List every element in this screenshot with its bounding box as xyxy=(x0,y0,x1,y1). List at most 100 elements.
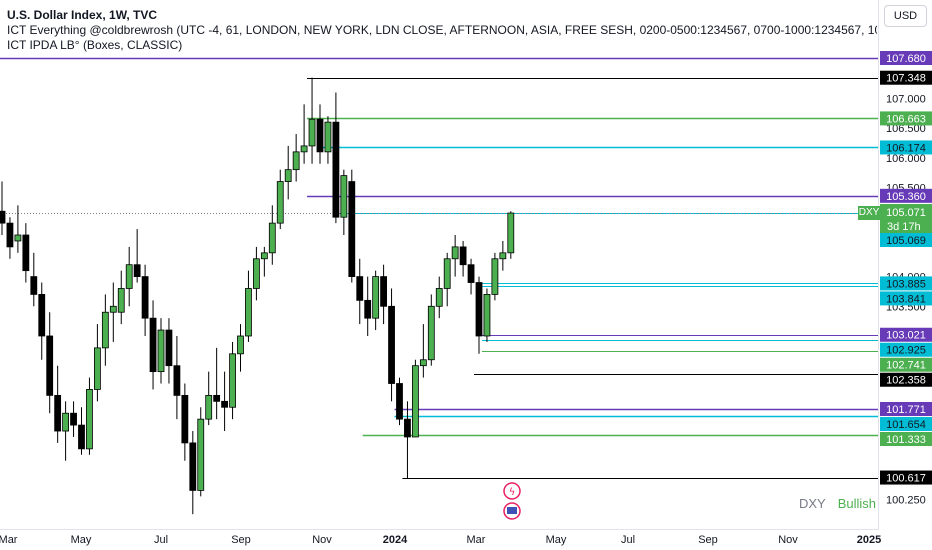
candle xyxy=(109,282,117,342)
candle xyxy=(117,270,125,325)
candle-body xyxy=(483,294,491,337)
indicator-ipda-lb[interactable]: ICT IPDA LB° (Boxes, CLASSIC) xyxy=(7,38,183,52)
candle-body xyxy=(133,264,141,277)
currency-unit-button[interactable]: USD xyxy=(884,5,927,27)
candle-body xyxy=(189,442,197,491)
candle xyxy=(205,371,213,426)
candle-body xyxy=(340,175,348,218)
flash-icon[interactable] xyxy=(503,482,521,500)
time-tick-label: Jul xyxy=(621,534,635,546)
candle xyxy=(348,169,356,283)
legend-symbol: DXY xyxy=(799,496,826,511)
price-tick-label: 106.000 xyxy=(886,153,926,165)
level-price-label: 107.680 xyxy=(886,53,926,65)
candle-body xyxy=(165,329,173,367)
level-price-label: 103.841 xyxy=(886,293,926,305)
candle xyxy=(467,258,475,295)
candle-body xyxy=(86,389,93,450)
level-price-label: 106.663 xyxy=(886,113,926,125)
symbol-tag: DXY xyxy=(858,206,880,220)
candle-body xyxy=(181,394,189,444)
candle-body xyxy=(205,394,213,420)
candle xyxy=(189,431,197,515)
level-price-box xyxy=(880,188,932,203)
candle-body xyxy=(38,294,46,337)
candle xyxy=(308,77,316,164)
level-price-box xyxy=(880,401,932,416)
candle xyxy=(292,134,300,182)
candle xyxy=(46,312,54,414)
level-price-box xyxy=(880,431,932,446)
candle xyxy=(173,335,181,420)
candle xyxy=(427,294,435,366)
time-tick-label: Sep xyxy=(231,534,251,546)
candle xyxy=(435,276,443,319)
candle xyxy=(78,407,85,455)
candle xyxy=(507,211,515,259)
candle-body xyxy=(372,276,380,319)
candle-body xyxy=(467,264,475,283)
time-tick-label: Mar xyxy=(467,534,486,546)
candle xyxy=(356,258,364,325)
candle xyxy=(101,294,109,366)
time-tick-label: 2025 xyxy=(857,534,881,546)
level-price-label: 100.617 xyxy=(886,473,926,485)
level-price-label: 103.021 xyxy=(886,330,926,342)
candle-body xyxy=(356,276,364,301)
level-lines xyxy=(0,57,878,479)
candle-body xyxy=(46,335,54,396)
candle-body xyxy=(396,383,403,420)
candle-body xyxy=(109,305,117,313)
level-price-box xyxy=(880,416,932,431)
candle-body xyxy=(94,347,101,390)
level-price-label: 102.925 xyxy=(886,345,926,357)
candle-body xyxy=(213,394,221,402)
candle xyxy=(380,264,388,325)
candle xyxy=(443,252,451,307)
level-price-label: 103.885 xyxy=(886,278,926,290)
candle xyxy=(483,288,491,342)
candle-body xyxy=(245,288,252,337)
candle xyxy=(213,347,221,420)
level-price-label: 101.771 xyxy=(886,404,926,416)
candle xyxy=(340,169,348,236)
price-tick-label: 107.000 xyxy=(886,93,926,105)
candle xyxy=(276,169,284,230)
candle xyxy=(324,116,332,164)
news-icons[interactable]: ϟ xyxy=(503,482,521,520)
candle-body xyxy=(443,258,451,289)
level-price-label: 101.333 xyxy=(886,434,926,446)
candle-body xyxy=(157,329,165,373)
candles xyxy=(0,77,515,515)
candle-body xyxy=(54,394,62,432)
candle-body xyxy=(459,246,467,266)
candle-body xyxy=(475,282,483,337)
price-tick-label: 100.250 xyxy=(886,494,926,506)
candle-body xyxy=(70,412,77,426)
candle xyxy=(157,318,165,384)
candle-body xyxy=(101,311,109,349)
indicator-ict-everything[interactable]: ICT Everything @coldbrewrosh (UTC -4, 61… xyxy=(7,23,877,37)
candle xyxy=(94,324,101,402)
candle xyxy=(221,371,229,432)
candle-body xyxy=(324,121,332,153)
candle-body xyxy=(276,181,284,224)
candle xyxy=(284,145,292,200)
time-tick-label: 2024 xyxy=(383,534,408,546)
candle xyxy=(30,252,38,307)
candle xyxy=(38,282,46,360)
price-tick-label: 106.500 xyxy=(886,123,926,135)
last-price-value: 105.071 xyxy=(886,207,926,219)
candle xyxy=(14,205,22,253)
candle-body xyxy=(499,252,507,260)
candle-body xyxy=(0,210,6,224)
candle-body xyxy=(221,400,229,408)
level-price-box xyxy=(880,51,932,65)
candle xyxy=(165,318,173,384)
level-price-label: 106.174 xyxy=(886,142,926,154)
time-tick-label: Nov xyxy=(778,534,798,546)
candle-body xyxy=(260,252,268,260)
time-tick-label: May xyxy=(71,534,92,546)
candle-body xyxy=(268,222,276,254)
